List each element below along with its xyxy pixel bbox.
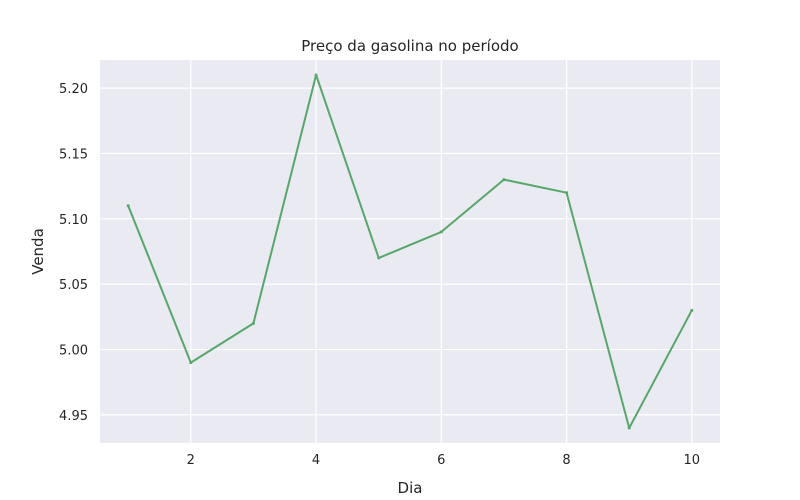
y-tick-label: 5.15: [59, 147, 88, 162]
x-axis-label: Dia: [398, 479, 423, 497]
y-tick-label: 5.20: [59, 82, 88, 97]
data-point: [627, 426, 631, 430]
data-point: [251, 321, 255, 325]
data-point: [189, 361, 193, 365]
y-tick-label: 4.95: [59, 409, 88, 424]
data-point: [377, 256, 381, 260]
y-axis-label: Venda: [29, 228, 47, 275]
y-tick-label: 5.00: [59, 344, 88, 359]
data-point: [565, 191, 569, 195]
data-point: [314, 73, 318, 77]
chart-title: Preço da gasolina no período: [301, 37, 518, 55]
y-tick-labels: 4.95 5.00 5.05 5.10 5.15 5.20: [59, 82, 88, 424]
data-point: [690, 308, 694, 312]
x-tick-labels: 2 4 6 8 10: [187, 453, 700, 468]
x-tick-label: 10: [684, 453, 701, 468]
x-tick-label: 4: [312, 453, 320, 468]
data-point: [502, 178, 506, 182]
y-tick-label: 5.10: [59, 213, 88, 228]
plot-area: [100, 60, 720, 443]
series-line: [127, 74, 693, 429]
data-point: [439, 230, 443, 234]
series-group: [126, 73, 694, 430]
data-point: [126, 204, 130, 208]
x-tick-label: 2: [187, 453, 195, 468]
y-tick-label: 5.05: [59, 278, 88, 293]
x-tick-label: 6: [437, 453, 445, 468]
grid-lines: [100, 60, 720, 443]
x-tick-label: 8: [562, 453, 570, 468]
